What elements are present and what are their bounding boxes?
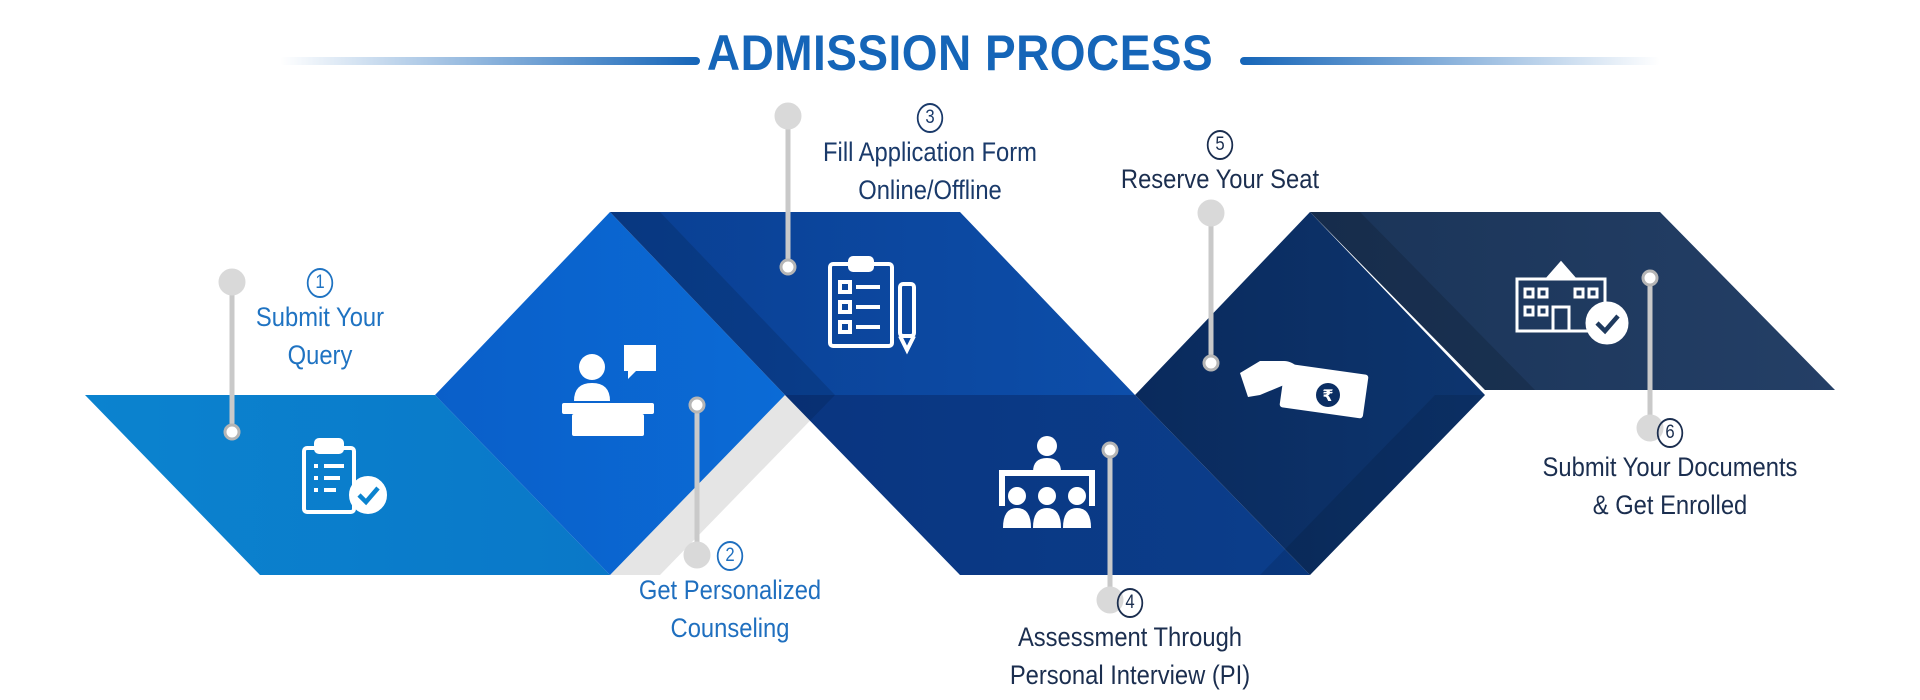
title-left-rule xyxy=(280,57,700,65)
step-1-line2: Query xyxy=(287,340,353,370)
step-3-line1: Fill Application Form xyxy=(823,137,1037,167)
step-6-line2: & Get Enrolled xyxy=(1592,490,1748,520)
step-2-number: 2 xyxy=(716,541,744,571)
diagram-title: ADMISSION PROCESS xyxy=(706,25,1214,81)
step-3-number: 3 xyxy=(916,103,944,133)
step-3-line2: Online/Offline xyxy=(858,175,1002,205)
clipboard-check-icon xyxy=(302,438,387,514)
step-4-line1: Assessment Through xyxy=(1017,622,1243,652)
step-1-label: 1 Submit Your Query xyxy=(214,268,425,374)
fold-shadow-1 xyxy=(610,212,835,395)
step-5-line1: Reserve Your Seat xyxy=(1120,164,1320,194)
step-4-label: 4 Assessment Through Personal Interview … xyxy=(998,588,1262,694)
pin-step-2 xyxy=(683,396,711,569)
fold-shadow-3 xyxy=(1310,212,1535,390)
step-2-line1: Get Personalized xyxy=(638,575,822,605)
step-6-label: 6 Submit Your Documents & Get Enrolled xyxy=(1529,418,1811,524)
step-1-number: 1 xyxy=(306,268,334,298)
title-bar: ADMISSION PROCESS xyxy=(0,18,1920,98)
step-2-line2: Counseling xyxy=(670,613,790,643)
pin-step-4 xyxy=(1096,441,1124,614)
step-6-number: 6 xyxy=(1656,418,1684,448)
pin-step-1 xyxy=(218,268,246,441)
step-4-line2: Personal Interview (PI) xyxy=(1009,660,1251,690)
step-2-label: 2 Get Personalized Counseling xyxy=(616,541,845,647)
payment-hand-icon: ₹ xyxy=(1240,361,1369,419)
svg-text:₹: ₹ xyxy=(1322,386,1333,405)
step-6-line1: Submit Your Documents xyxy=(1542,452,1798,482)
counselor-desk-icon xyxy=(562,345,656,436)
step-5-number: 5 xyxy=(1206,130,1234,160)
interview-panel-icon xyxy=(999,436,1095,528)
pin-step-5 xyxy=(1197,199,1225,372)
step-3-label: 3 Fill Application Form Online/Offline xyxy=(798,103,1062,209)
step-3-band xyxy=(610,212,1135,395)
step-6-band xyxy=(1310,212,1835,390)
step-4-number: 4 xyxy=(1116,588,1144,618)
step-5-label: 5 Reserve Your Seat xyxy=(1097,130,1343,198)
title-right-rule xyxy=(1240,57,1660,65)
step-1-line1: Submit Your xyxy=(255,302,385,332)
fold-shadow-2 xyxy=(610,395,835,575)
application-form-icon xyxy=(828,256,916,355)
enrolled-school-icon xyxy=(1515,260,1629,345)
fold-shadow-4 xyxy=(1260,395,1485,575)
pin-step-3 xyxy=(774,102,802,276)
